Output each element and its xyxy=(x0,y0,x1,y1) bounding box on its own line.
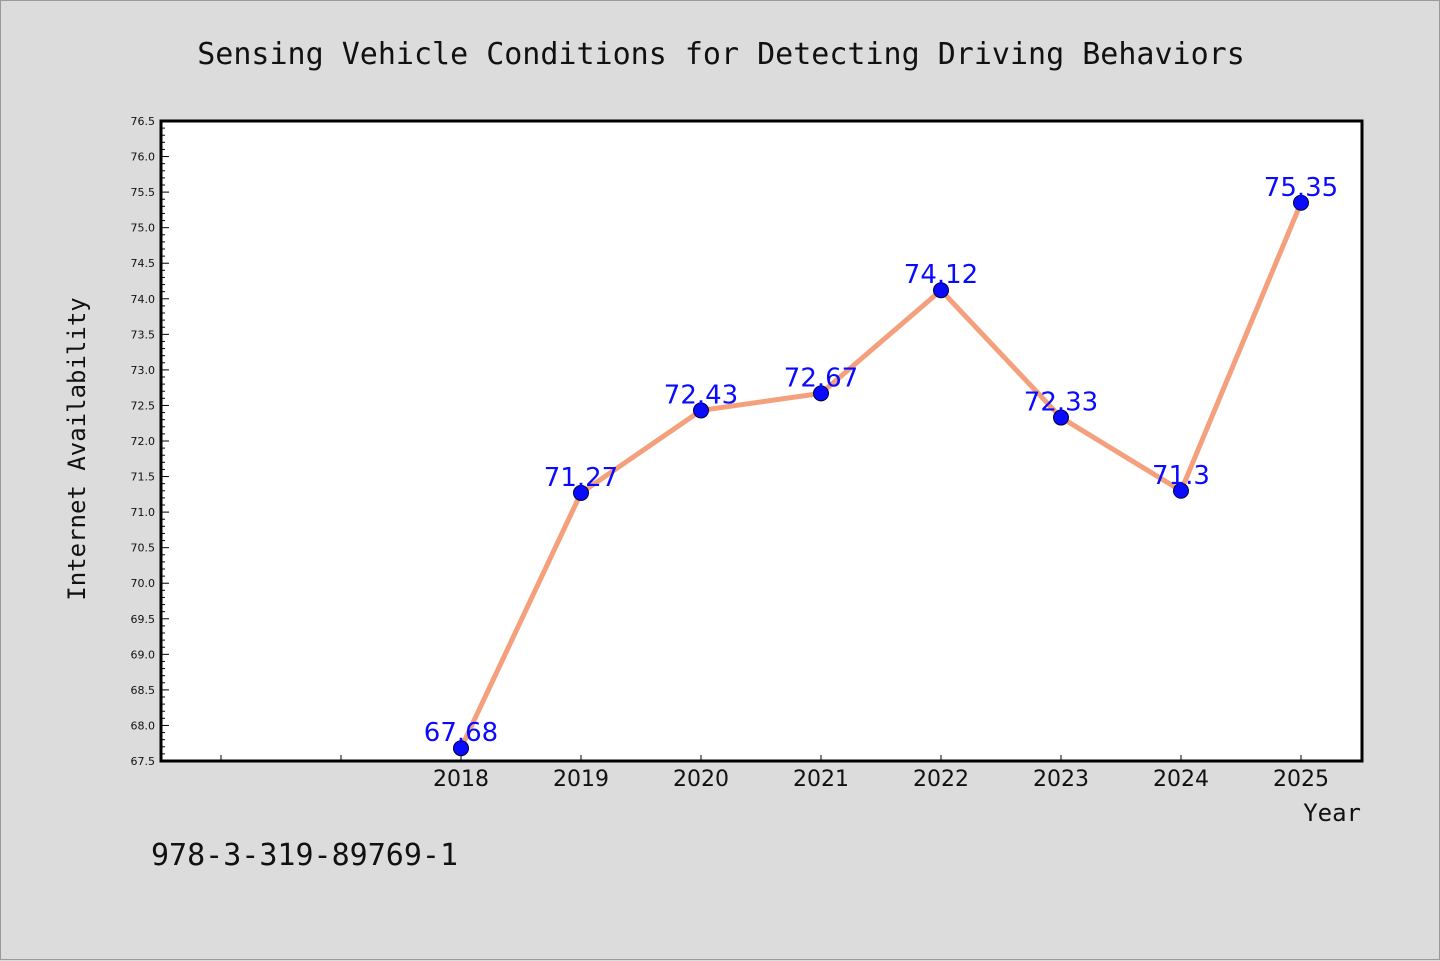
data-point-marker xyxy=(933,282,949,299)
y-tick-label: 72.5 xyxy=(131,399,156,412)
isbn-text: 978-3-319-89769-1 xyxy=(151,838,458,873)
data-label: 67.68 xyxy=(424,718,498,748)
data-point-marker xyxy=(573,484,589,501)
data-label: 75.35 xyxy=(1264,173,1338,203)
data-label: 72.67 xyxy=(784,363,858,393)
y-tick-label: 76.5 xyxy=(131,115,156,128)
data-point-marker xyxy=(693,402,709,419)
y-tick-label: 71.0 xyxy=(131,506,156,519)
y-tick-label: 73.0 xyxy=(131,364,156,377)
y-tick-label: 73.5 xyxy=(131,328,156,341)
x-tick-label: 2021 xyxy=(793,767,849,792)
y-tick-label: 69.0 xyxy=(131,648,156,661)
y-tick-label: 76.0 xyxy=(131,151,156,164)
x-tick-label: 2020 xyxy=(673,767,729,792)
data-point-marker xyxy=(453,740,469,757)
series-line xyxy=(458,201,1304,750)
y-axis: 67.5 68.0 68.5 69.0 69.5 70.0 70.5 71.0 71.5 72.0… xyxy=(131,115,169,768)
y-tick-label: 75.5 xyxy=(131,186,156,199)
data-label: 71.3 xyxy=(1152,461,1210,491)
data-label: 71.27 xyxy=(544,463,618,493)
y-tick-label: 70.5 xyxy=(131,542,156,555)
y-tick-label: 75.0 xyxy=(131,222,156,235)
y-tick-label: 74.5 xyxy=(131,257,156,270)
data-point-marker xyxy=(1293,194,1309,211)
x-axis-label: Year xyxy=(1303,799,1361,827)
data-point-marker xyxy=(1053,409,1069,426)
data-point-marker xyxy=(1173,482,1189,499)
x-axis: 2018 2019 2020 2021 2022 2023 2024 2025 xyxy=(220,755,1329,792)
data-label: 72.33 xyxy=(1024,388,1098,418)
y-tick-label: 69.5 xyxy=(131,613,156,626)
plot-area xyxy=(159,119,1364,763)
y-tick-label: 70.0 xyxy=(131,577,156,590)
data-point-marker xyxy=(813,385,829,402)
y-tick-label: 67.5 xyxy=(131,755,156,768)
x-tick-label: 2024 xyxy=(1153,767,1209,792)
x-tick-label: 2022 xyxy=(913,767,969,792)
x-tick-label: 2018 xyxy=(433,767,489,792)
data-label: 72.43 xyxy=(664,380,738,410)
y-axis-label: Internet Availability xyxy=(63,297,91,600)
y-tick-label: 68.5 xyxy=(131,684,156,697)
x-tick-label: 2025 xyxy=(1273,767,1329,792)
x-tick-label: 2019 xyxy=(553,767,609,792)
y-tick-label: 72.0 xyxy=(131,435,156,448)
data-label: 74.12 xyxy=(904,260,978,290)
y-tick-label: 74.0 xyxy=(131,293,156,306)
data-series: 67.68 71.27 72.43 72.67 74.12 72.33 71.3 75.35 xyxy=(424,173,1338,757)
chart-title: Sensing Vehicle Conditions for Detecting… xyxy=(197,37,1245,72)
y-tick-label: 68.0 xyxy=(131,719,156,732)
y-tick-label: 71.5 xyxy=(131,471,156,484)
x-tick-label: 2023 xyxy=(1033,767,1089,792)
